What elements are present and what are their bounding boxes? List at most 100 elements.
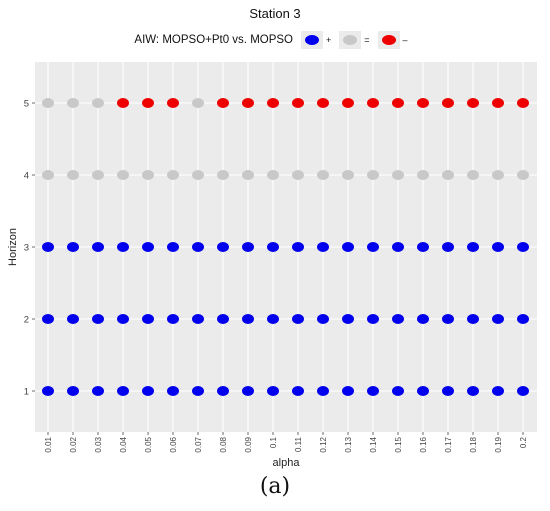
data-point xyxy=(442,98,454,108)
data-point xyxy=(192,242,204,252)
data-point xyxy=(192,98,204,108)
data-point xyxy=(267,170,279,180)
data-point xyxy=(492,314,504,324)
legend-label-equal: = xyxy=(364,35,370,45)
legend-key-equal xyxy=(339,31,362,49)
data-point xyxy=(192,314,204,324)
data-point xyxy=(417,314,429,324)
x-tick-label: 0.04 xyxy=(119,436,128,452)
x-tick-label: 0.19 xyxy=(494,436,503,452)
legend-label-minus: – xyxy=(402,35,408,45)
data-point xyxy=(392,98,404,108)
data-point xyxy=(517,98,529,108)
x-tick-label: 0.1 xyxy=(269,436,278,448)
data-point xyxy=(117,170,129,180)
data-point xyxy=(292,242,304,252)
data-point xyxy=(67,170,79,180)
data-point xyxy=(142,386,154,396)
x-tick-label: 0.17 xyxy=(444,436,453,452)
data-point xyxy=(417,98,429,108)
data-point xyxy=(42,170,54,180)
data-point xyxy=(142,170,154,180)
x-tick-label: 0.06 xyxy=(169,436,178,452)
data-point xyxy=(192,386,204,396)
data-point xyxy=(242,386,254,396)
legend-key-plus xyxy=(301,31,324,49)
x-tick-label: 0.08 xyxy=(219,436,228,452)
data-point xyxy=(467,314,479,324)
chart-title: Station 3 xyxy=(249,6,301,21)
data-point xyxy=(317,314,329,324)
y-tick-label: 1 xyxy=(24,387,29,398)
x-tick-label: 0.14 xyxy=(369,436,378,452)
x-tick-labels: 0.01 0.02 0.03 0.04 0.05 0.06 0.07 0.08 0.09 0.1 0… xyxy=(44,432,528,453)
data-point xyxy=(442,170,454,180)
data-point xyxy=(142,242,154,252)
data-point xyxy=(217,314,229,324)
data-point xyxy=(292,170,304,180)
data-point xyxy=(267,314,279,324)
data-point xyxy=(317,242,329,252)
data-point xyxy=(67,242,79,252)
x-tick-label: 0.07 xyxy=(194,436,203,452)
data-point xyxy=(242,242,254,252)
x-tick-label: 0.05 xyxy=(144,436,153,452)
data-point xyxy=(117,314,129,324)
data-point xyxy=(242,314,254,324)
data-point xyxy=(67,314,79,324)
y-tick-label: 2 xyxy=(24,315,29,326)
data-point xyxy=(92,314,104,324)
data-point xyxy=(92,242,104,252)
data-point xyxy=(42,242,54,252)
data-point xyxy=(92,98,104,108)
data-point xyxy=(392,314,404,324)
data-point xyxy=(167,242,179,252)
data-point xyxy=(467,98,479,108)
data-point xyxy=(417,242,429,252)
x-tick-label: 0.11 xyxy=(294,436,303,452)
data-point xyxy=(267,386,279,396)
x-axis-label: alpha xyxy=(273,457,301,469)
data-point xyxy=(242,98,254,108)
x-tick-label: 0.16 xyxy=(419,436,428,452)
data-point xyxy=(367,386,379,396)
data-point xyxy=(42,98,54,108)
data-point xyxy=(367,170,379,180)
data-point xyxy=(517,242,529,252)
x-tick-label: 0.13 xyxy=(344,436,353,452)
legend-dot-plus xyxy=(305,35,320,45)
data-point xyxy=(467,386,479,396)
data-point xyxy=(167,314,179,324)
data-point xyxy=(317,98,329,108)
data-point xyxy=(367,242,379,252)
data-point xyxy=(167,386,179,396)
data-point xyxy=(167,98,179,108)
data-point xyxy=(117,98,129,108)
y-tick-label: 5 xyxy=(24,99,29,110)
plot-panel xyxy=(35,62,537,432)
y-tick-labels: 1 2 3 4 5 xyxy=(24,99,35,398)
data-point xyxy=(317,170,329,180)
legend-label-plus: + xyxy=(326,35,332,45)
y-tick-label: 3 xyxy=(24,243,29,254)
data-point xyxy=(467,170,479,180)
data-point xyxy=(392,386,404,396)
data-point xyxy=(392,242,404,252)
data-point xyxy=(517,314,529,324)
legend-key-minus xyxy=(377,31,400,49)
data-point xyxy=(342,242,354,252)
data-point xyxy=(317,386,329,396)
data-point xyxy=(242,170,254,180)
x-tick-label: 0.18 xyxy=(469,436,478,452)
data-point xyxy=(442,314,454,324)
x-tick-label: 0.02 xyxy=(69,436,78,452)
data-point xyxy=(342,170,354,180)
y-axis-label: Horizon xyxy=(7,228,19,266)
x-tick-label: 0.09 xyxy=(244,436,253,452)
data-point xyxy=(217,98,229,108)
data-point xyxy=(342,386,354,396)
data-point xyxy=(267,242,279,252)
y-tick-label: 4 xyxy=(24,171,29,182)
data-point xyxy=(342,314,354,324)
